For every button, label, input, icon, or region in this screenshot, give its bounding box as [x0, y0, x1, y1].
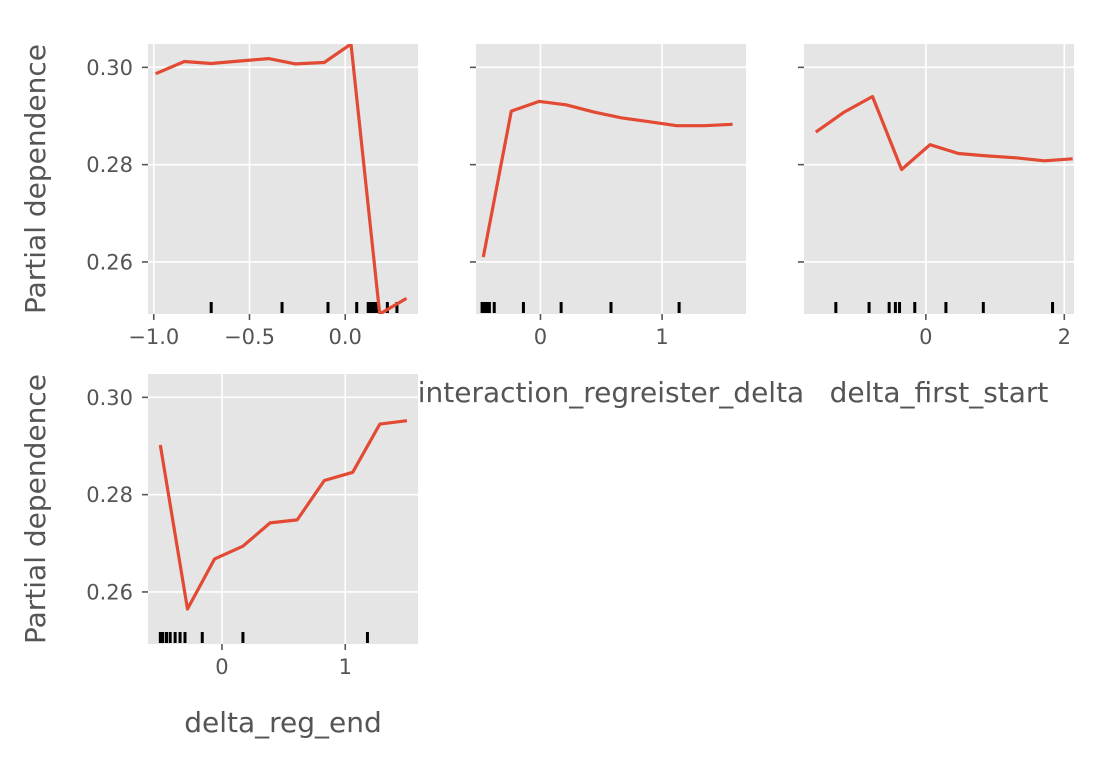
pd-line	[158, 419, 408, 611]
y-tick-label: 0.28	[86, 483, 133, 507]
pd-line	[481, 99, 733, 258]
plot-area	[148, 44, 418, 314]
y-tick-label: 0.26	[86, 250, 133, 274]
x-tick-label: 1	[655, 325, 668, 349]
plot-area	[476, 44, 746, 314]
x-tick-label: −1.0	[128, 325, 179, 349]
subplot-4: 0 1 0.26 0.28 0.30 delta_reg_end Partial depen…	[19, 374, 418, 739]
subplot-3: 0 2 delta_first_start	[798, 44, 1074, 409]
y-tick-label: 0.28	[86, 153, 133, 177]
x-axis-label: delta_first_start	[830, 376, 1049, 409]
x-tick-label: 1	[339, 655, 352, 679]
x-axis-label: delta_reg_end	[184, 706, 382, 739]
plot-area	[148, 374, 418, 644]
plot-area	[804, 44, 1074, 314]
pd-line	[814, 94, 1073, 172]
y-tick-label: 0.26	[86, 580, 133, 604]
x-tick-label: 2	[1058, 325, 1071, 349]
x-tick-label: 0	[215, 655, 228, 679]
y-axis-label: Partial dependence	[19, 374, 52, 644]
y-axis-label: Partial dependence	[19, 44, 52, 314]
subplot-1: −1.0 −0.5 0.0 0.26 0.28 0.30 Partial dependenc…	[19, 44, 418, 349]
y-tick-label: 0.30	[86, 386, 133, 410]
x-tick-label: 0	[919, 325, 932, 349]
x-axis-label: interaction_regreister_delta	[418, 376, 804, 409]
x-tick-label: −0.5	[224, 325, 275, 349]
pd-line	[155, 44, 408, 314]
x-tick-label: 0.0	[329, 325, 362, 349]
y-tick-label: 0.30	[86, 56, 133, 80]
x-tick-label: 0	[534, 325, 547, 349]
subplot-2: 0 1 interaction_regreister_delta	[418, 44, 804, 409]
